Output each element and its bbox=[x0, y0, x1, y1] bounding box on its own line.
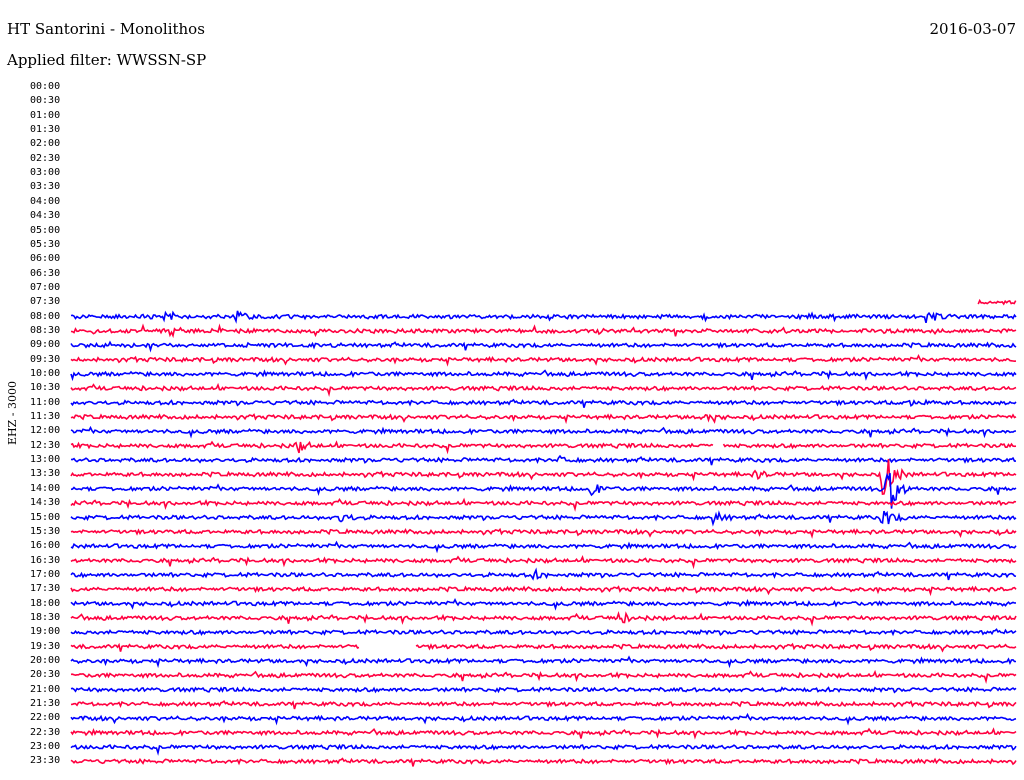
time-tick-1230: 12:30 bbox=[30, 439, 61, 451]
time-tick-1130: 11:30 bbox=[30, 411, 61, 423]
time-tick-0930: 09:30 bbox=[30, 353, 61, 365]
time-tick-1430: 14:30 bbox=[30, 497, 61, 509]
time-tick-2000: 20:00 bbox=[30, 655, 61, 666]
trace-2030 bbox=[70, 669, 1017, 685]
trace-1700 bbox=[70, 567, 1017, 581]
time-tick-0630: 06:30 bbox=[30, 267, 61, 279]
trace-0800 bbox=[70, 310, 1017, 324]
trace-0900 bbox=[70, 340, 1017, 353]
time-tick-2030: 20:30 bbox=[30, 669, 61, 681]
time-tick-0030: 00:30 bbox=[30, 95, 61, 107]
trace-1530 bbox=[70, 527, 1017, 539]
time-tick-1700: 17:00 bbox=[30, 568, 61, 580]
time-tick-1330: 13:30 bbox=[30, 468, 61, 480]
time-tick-1000: 10:00 bbox=[30, 368, 61, 379]
record-date: 2016-03-07 bbox=[929, 20, 1016, 38]
trace-1800 bbox=[70, 598, 1017, 611]
trace-1230 bbox=[70, 440, 1017, 455]
time-tick-0530: 05:30 bbox=[30, 238, 61, 250]
trace-1500 bbox=[70, 510, 1017, 527]
trace-0830 bbox=[70, 323, 1017, 339]
trace-1830 bbox=[70, 610, 1017, 627]
time-tick-1630: 16:30 bbox=[30, 554, 61, 566]
trace-1300 bbox=[70, 454, 1016, 466]
time-tick-1930: 19:30 bbox=[30, 640, 61, 652]
time-tick-1530: 15:30 bbox=[30, 525, 61, 537]
time-tick-2200: 22:00 bbox=[30, 712, 61, 724]
time-tick-0130: 01:30 bbox=[30, 124, 61, 136]
trace-2100 bbox=[70, 686, 1017, 694]
time-tick-0800: 08:00 bbox=[30, 310, 61, 322]
time-tick-2300: 23:00 bbox=[30, 741, 61, 753]
time-axis: 00:00 00:30 01:00 01:30 02:00 02:30 03:00 03:30… bbox=[0, 0, 70, 780]
time-tick-1400: 14:00 bbox=[30, 482, 61, 494]
trace-1930 bbox=[70, 642, 1017, 653]
trace-2230 bbox=[70, 727, 1017, 740]
trace-1400 bbox=[70, 472, 1017, 509]
time-tick-2100: 21:00 bbox=[30, 683, 61, 695]
time-tick-0100: 01:00 bbox=[30, 109, 61, 121]
time-tick-2330: 23:30 bbox=[30, 755, 61, 767]
time-tick-0000: 00:00 bbox=[30, 81, 61, 92]
time-tick-1100: 11:00 bbox=[30, 396, 61, 408]
trace-1100 bbox=[70, 398, 1017, 408]
time-tick-1200: 12:00 bbox=[30, 425, 61, 437]
filter-label: Applied filter: WWSSN-SP bbox=[7, 51, 207, 69]
time-tick-0430: 04:30 bbox=[30, 210, 61, 222]
trace-2330 bbox=[70, 757, 1017, 767]
time-tick-0600: 06:00 bbox=[30, 253, 61, 265]
trace-1030 bbox=[70, 382, 1017, 398]
time-tick-0900: 09:00 bbox=[30, 339, 61, 351]
time-tick-2130: 21:30 bbox=[30, 698, 61, 710]
time-tick-1030: 10:30 bbox=[30, 382, 61, 394]
time-tick-1730: 17:30 bbox=[30, 583, 61, 595]
time-tick-2230: 22:30 bbox=[30, 726, 61, 738]
trace-1330 bbox=[70, 458, 1017, 496]
trace-2000 bbox=[70, 655, 1016, 669]
time-tick-0230: 02:30 bbox=[30, 152, 61, 164]
time-tick-1500: 15:00 bbox=[30, 511, 61, 523]
time-tick-1800: 18:00 bbox=[30, 597, 61, 609]
trace-0730 bbox=[977, 298, 1017, 306]
trace-1200 bbox=[70, 425, 1017, 439]
trace-1130 bbox=[70, 413, 1017, 425]
time-tick-0330: 03:30 bbox=[30, 181, 61, 193]
trace-1600 bbox=[70, 540, 1017, 554]
trace-1000 bbox=[70, 369, 1017, 382]
time-tick-0830: 08:30 bbox=[30, 324, 61, 336]
trace-1730 bbox=[70, 585, 1017, 597]
station-title: HT Santorini - Monolithos bbox=[7, 20, 205, 38]
time-tick-0700: 07:00 bbox=[30, 281, 61, 293]
time-tick-0400: 04:00 bbox=[30, 195, 61, 207]
time-tick-1900: 19:00 bbox=[30, 626, 61, 638]
time-tick-0730: 07:30 bbox=[30, 296, 61, 308]
trace-1900 bbox=[70, 628, 1017, 637]
time-tick-1300: 13:00 bbox=[30, 454, 61, 466]
trace-2300 bbox=[70, 743, 1017, 756]
time-tick-0500: 05:00 bbox=[30, 224, 61, 236]
trace-2130 bbox=[70, 700, 1017, 710]
time-tick-1830: 18:30 bbox=[30, 611, 61, 623]
trace-2200 bbox=[70, 712, 1017, 726]
trace-1630 bbox=[70, 555, 1017, 570]
trace-0930 bbox=[70, 353, 1017, 367]
time-tick-0200: 02:00 bbox=[30, 138, 61, 150]
trace-1430 bbox=[70, 497, 1017, 512]
time-tick-1600: 16:00 bbox=[30, 540, 61, 552]
time-tick-0300: 03:00 bbox=[30, 167, 61, 179]
